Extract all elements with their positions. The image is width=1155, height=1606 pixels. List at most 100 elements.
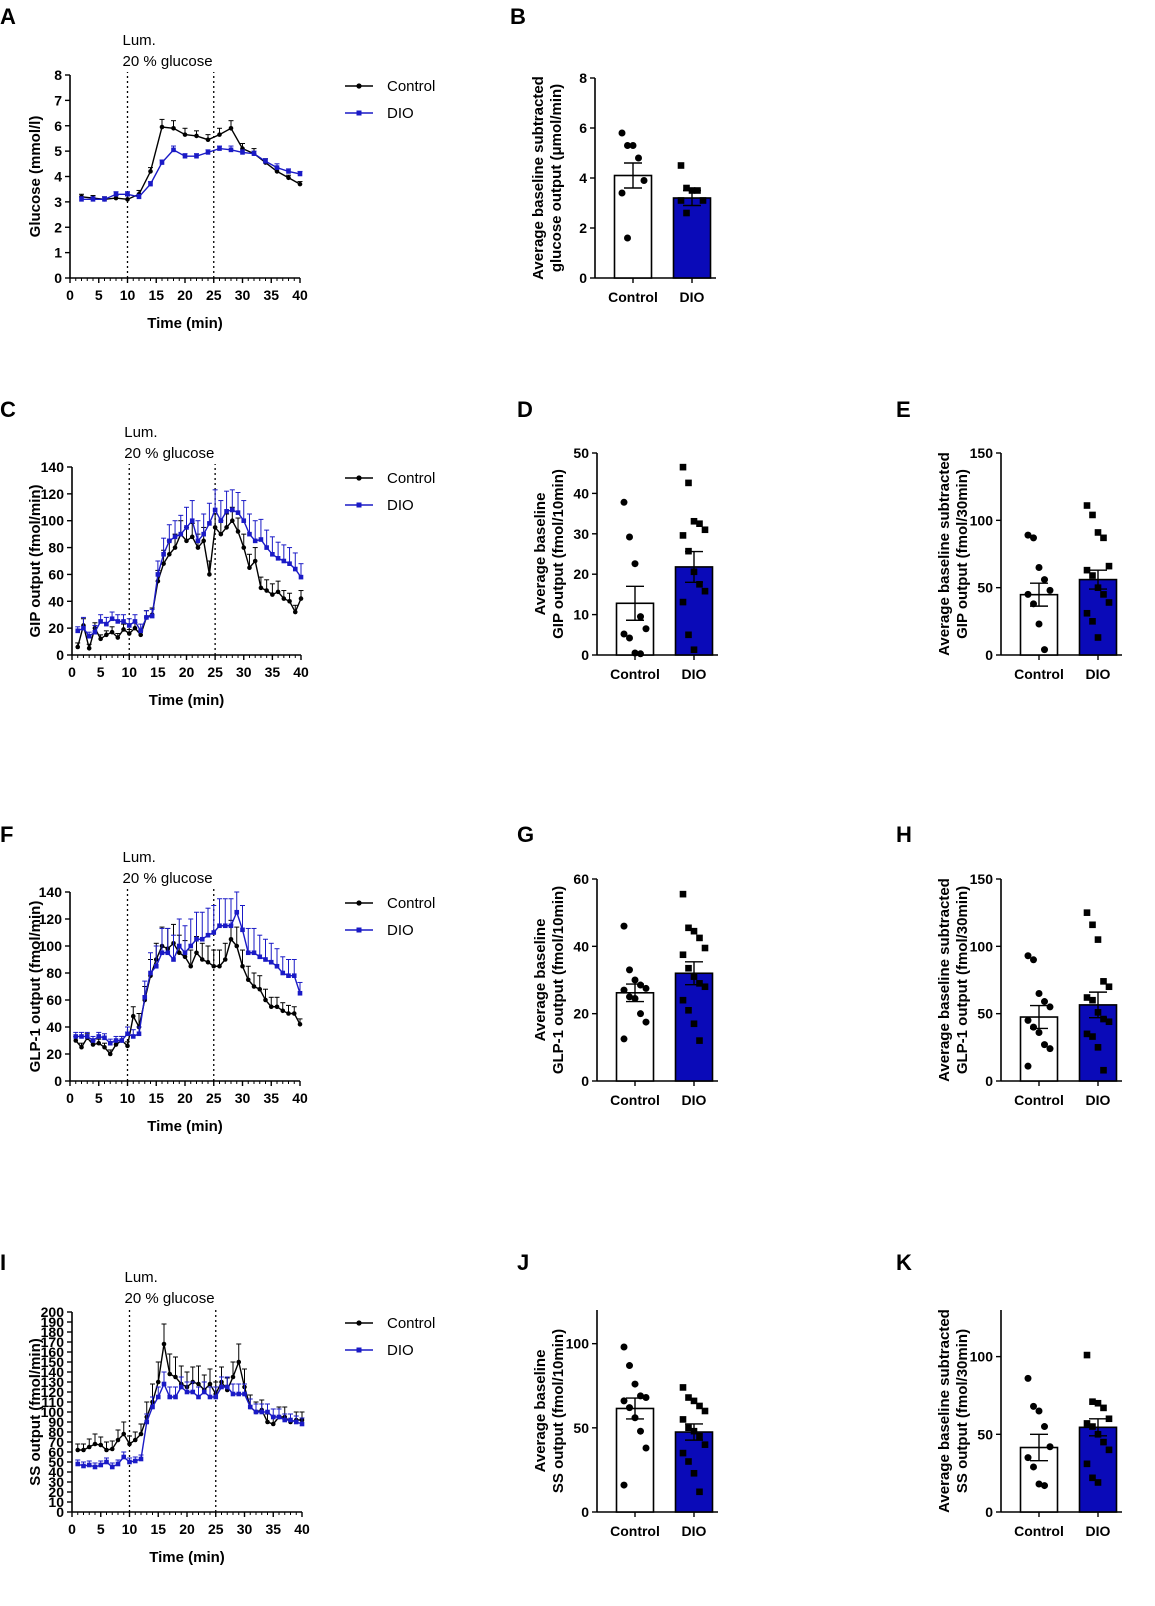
y-axis-label-line-1: Average baseline subtracted: [936, 452, 953, 656]
data-point: [685, 964, 692, 972]
data-point: [240, 150, 245, 155]
x-tick-label: 30: [236, 664, 252, 680]
y-tick-label: 110: [41, 1394, 64, 1410]
data-point: [161, 561, 166, 566]
y-tick-label: 40: [573, 938, 589, 954]
y-tick-label: 20: [48, 620, 64, 636]
panel-label: F: [0, 822, 13, 847]
data-point: [127, 1441, 132, 1447]
annotation-line-2: 20 % glucose: [124, 445, 214, 462]
x-tick-label: 0: [68, 1521, 76, 1537]
data-point: [293, 1419, 299, 1425]
data-point: [228, 923, 234, 929]
data-point: [230, 1391, 236, 1397]
data-point: [696, 1037, 703, 1044]
data-point: [125, 1043, 130, 1049]
data-point: [224, 1384, 230, 1390]
data-point: [1089, 921, 1096, 929]
data-point: [263, 158, 268, 164]
data-point: [207, 1394, 213, 1400]
data-point: [696, 520, 703, 527]
data-point: [132, 1437, 138, 1443]
series-line: [77, 1382, 303, 1468]
data-point: [679, 996, 687, 1004]
data-point: [690, 646, 698, 654]
y-axis-label-line-2: glucose output (μmol/min): [548, 84, 565, 272]
data-point: [626, 966, 633, 974]
data-point: [230, 518, 235, 524]
panel-label: B: [510, 4, 526, 29]
data-point: [274, 169, 280, 174]
y-tick-label: 0: [581, 647, 589, 663]
data-point: [184, 525, 189, 530]
data-point: [1035, 1480, 1043, 1488]
data-point: [1100, 1015, 1107, 1023]
annotation-line-2: 20 % glucose: [125, 1290, 215, 1307]
data-point: [685, 479, 692, 487]
data-point: [234, 909, 240, 915]
data-point: [182, 132, 188, 137]
legend-dio-marker: [356, 110, 362, 116]
data-point: [228, 936, 234, 942]
data-point: [685, 924, 692, 932]
data-point: [679, 951, 687, 959]
data-point: [297, 1022, 303, 1027]
y-tick-label: 0: [581, 1504, 589, 1520]
series-dio: [73, 891, 303, 1046]
data-point: [276, 1414, 282, 1420]
series-line: [75, 937, 301, 1056]
data-point: [690, 1469, 698, 1477]
series-dio: [79, 145, 303, 202]
data-point: [155, 1394, 161, 1400]
y-axis-label-line-2: SS output (fmol/10min): [550, 1329, 567, 1493]
data-point: [1041, 1423, 1048, 1431]
x-tick-label: 20: [177, 1090, 193, 1106]
panel-C: C 0 20 40 60 80 100 120 140 0 5 10 15 20 25 30 35 40 Time …: [0, 397, 435, 709]
data-point: [125, 1031, 130, 1037]
x-tick-label: 35: [265, 664, 281, 680]
series-control: [75, 506, 304, 651]
x-tick-label: 0: [66, 287, 74, 303]
data-point: [132, 619, 138, 624]
panel-label: J: [517, 1250, 529, 1275]
data-point: [626, 533, 633, 541]
bar: [615, 1407, 655, 1513]
y-tick-label: 40: [573, 485, 589, 501]
y-axis-label-line-1: Average baseline: [532, 1350, 549, 1473]
data-point: [274, 165, 280, 170]
data-point: [150, 1404, 155, 1410]
data-point: [265, 1409, 270, 1415]
data-point: [130, 1034, 136, 1039]
data-point: [240, 963, 245, 969]
data-point: [275, 589, 281, 595]
data-point: [274, 963, 280, 969]
data-point: [690, 517, 698, 525]
x-tick-label: 25: [206, 287, 222, 303]
data-point: [1083, 994, 1091, 1001]
data-point: [696, 1488, 703, 1496]
data-point: [148, 181, 153, 187]
data-point: [75, 628, 81, 634]
data-point: [136, 1031, 142, 1037]
data-point: [222, 923, 228, 929]
x-tick-label: 10: [121, 664, 137, 680]
data-point: [288, 1417, 293, 1423]
x-tick-label: 40: [293, 664, 309, 680]
data-point: [155, 572, 161, 577]
data-point: [115, 1461, 121, 1467]
data-point: [165, 950, 171, 956]
series-dio: [75, 489, 304, 639]
legend-dio-label: DIO: [387, 105, 414, 122]
data-point: [196, 1394, 201, 1400]
y-tick-label: 100: [970, 512, 994, 528]
data-point: [178, 1384, 184, 1390]
data-point: [685, 1458, 692, 1465]
data-point: [270, 1414, 276, 1420]
y-tick-label: 50: [573, 1420, 589, 1436]
y-tick-label: 20: [573, 566, 589, 582]
data-point: [270, 1421, 276, 1427]
x-tick-label: 5: [97, 1521, 105, 1537]
x-tick-label: 40: [294, 1521, 310, 1537]
data-point: [701, 944, 709, 952]
data-point: [252, 558, 258, 564]
